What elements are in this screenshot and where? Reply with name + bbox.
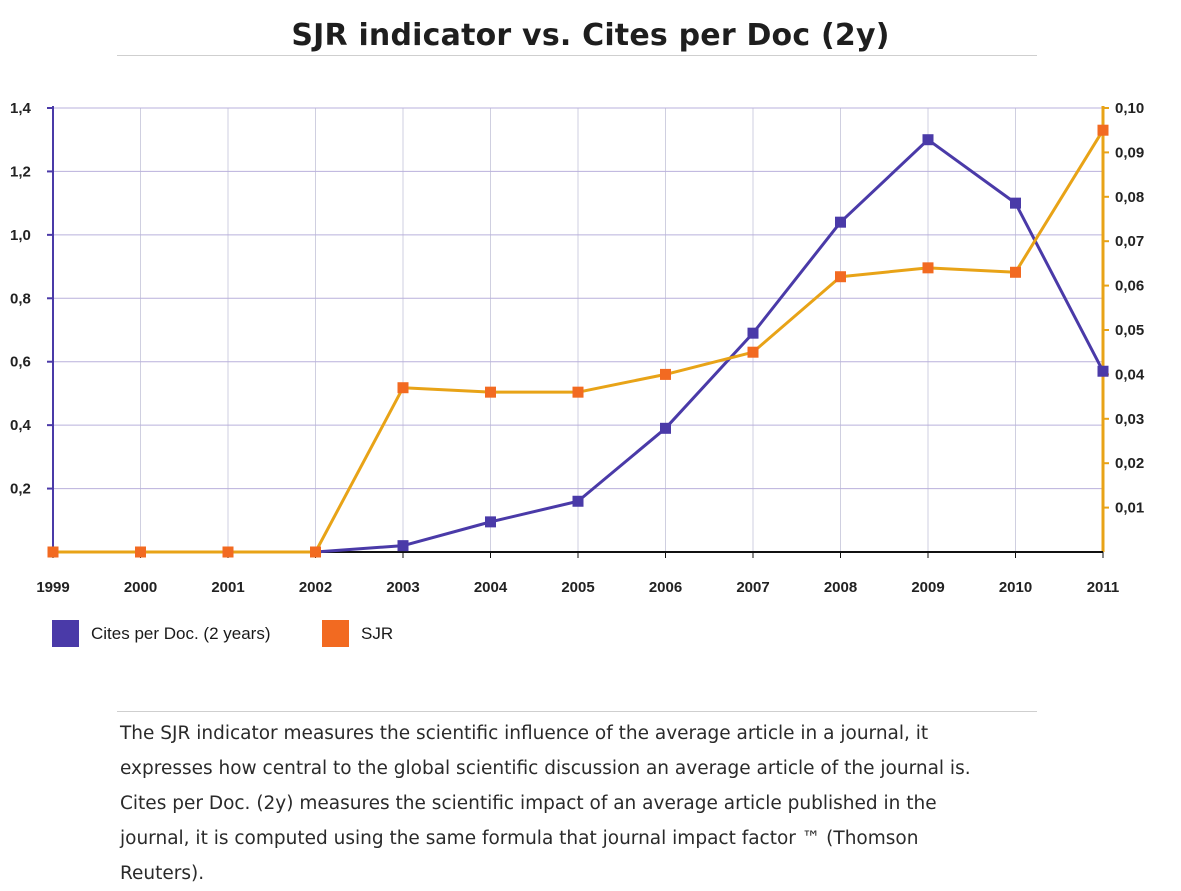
legend-label-cites: Cites per Doc. (2 years) xyxy=(91,623,271,643)
x-tick-label: 2005 xyxy=(561,579,594,596)
y-left-tick-label: 1,0 xyxy=(10,227,31,244)
data-point-sjr xyxy=(310,546,321,558)
chart-title: SJR indicator vs. Cites per Doc (2y) xyxy=(291,18,890,53)
x-tick-label: 2009 xyxy=(911,579,944,596)
data-point-sjr xyxy=(835,271,846,283)
data-point-cites xyxy=(1097,365,1109,377)
x-tick-label: 2006 xyxy=(649,579,682,596)
y-right-tick-label: 0,08 xyxy=(1115,189,1144,206)
y-right-tick-label: 0,04 xyxy=(1115,366,1145,383)
x-tick-label: 2011 xyxy=(1087,579,1120,596)
x-tick-label: 2010 xyxy=(999,579,1032,596)
x-tick-label: 2004 xyxy=(474,579,508,596)
y-right-tick-label: 0,03 xyxy=(1115,411,1144,428)
data-point-sjr xyxy=(135,546,146,558)
data-point-sjr xyxy=(1010,266,1021,278)
data-point-sjr xyxy=(47,546,59,558)
data-point-sjr xyxy=(485,386,496,398)
data-point-sjr xyxy=(1097,124,1109,136)
x-tick-label: 2007 xyxy=(736,579,769,596)
y-right-tick-label: 0,06 xyxy=(1115,278,1144,295)
legend-swatch-sjr xyxy=(322,620,349,647)
description-line: The SJR indicator measures the scientifi… xyxy=(120,723,929,744)
y-right-tick-label: 0,05 xyxy=(1115,322,1144,339)
y-left-tick-label: 0,4 xyxy=(10,417,32,434)
data-point-cites xyxy=(1010,197,1021,209)
x-tick-label: 2002 xyxy=(299,579,332,596)
data-point-cites xyxy=(572,495,584,507)
y-left-tick-label: 0,8 xyxy=(10,290,31,307)
x-tick-label: 2003 xyxy=(386,579,419,596)
x-tick-label: 2008 xyxy=(824,579,857,596)
legend-item-cites[interactable]: Cites per Doc. (2 years) xyxy=(52,620,271,647)
y-right-tick-label: 0,07 xyxy=(1115,233,1144,250)
y-left-tick-label: 0,6 xyxy=(10,354,31,371)
description-line: journal, it is computed using the same f… xyxy=(120,828,919,849)
y-left-tick-label: 0,2 xyxy=(10,481,31,498)
x-tick-label: 2000 xyxy=(124,579,157,596)
description-divider xyxy=(117,711,1037,712)
description-line: Reuters). xyxy=(120,863,205,884)
data-point-cites xyxy=(397,540,409,552)
x-tick-label: 1999 xyxy=(36,579,69,596)
y-right-tick-label: 0,10 xyxy=(1115,100,1144,117)
data-point-cites xyxy=(835,216,846,228)
data-point-sjr xyxy=(222,546,234,558)
data-point-sjr xyxy=(572,386,584,398)
description-line: Cites per Doc. (2y) measures the scienti… xyxy=(120,793,937,814)
data-point-sjr xyxy=(922,262,934,274)
y-left-tick-label: 1,4 xyxy=(10,100,32,117)
chart-description: The SJR indicator measures the scientifi… xyxy=(120,716,1040,891)
data-point-sjr xyxy=(660,368,671,380)
legend-label-sjr: SJR xyxy=(361,623,394,643)
y-right-tick-label: 0,02 xyxy=(1115,455,1144,472)
y-right-tick-label: 0,09 xyxy=(1115,144,1144,161)
description-line: expresses how central to the global scie… xyxy=(120,758,971,779)
data-point-cites xyxy=(922,134,934,146)
legend-swatch-cites xyxy=(52,620,79,647)
data-point-sjr xyxy=(397,382,409,394)
line-chart: 0,2 0,4 0,6 0,8 1,0 1,2 1,4 0,01 0,02 0,03 0,04 0,0… xyxy=(10,100,1145,596)
data-point-cites xyxy=(660,422,671,434)
data-point-sjr xyxy=(747,346,759,358)
y-left-tick-label: 1,2 xyxy=(10,163,31,180)
legend-item-sjr[interactable]: SJR xyxy=(322,620,393,647)
data-point-cites xyxy=(747,327,759,339)
title-divider xyxy=(117,55,1037,56)
x-tick-label: 2001 xyxy=(211,579,244,596)
y-right-tick-label: 0,01 xyxy=(1115,500,1144,517)
data-point-cites xyxy=(485,516,496,528)
